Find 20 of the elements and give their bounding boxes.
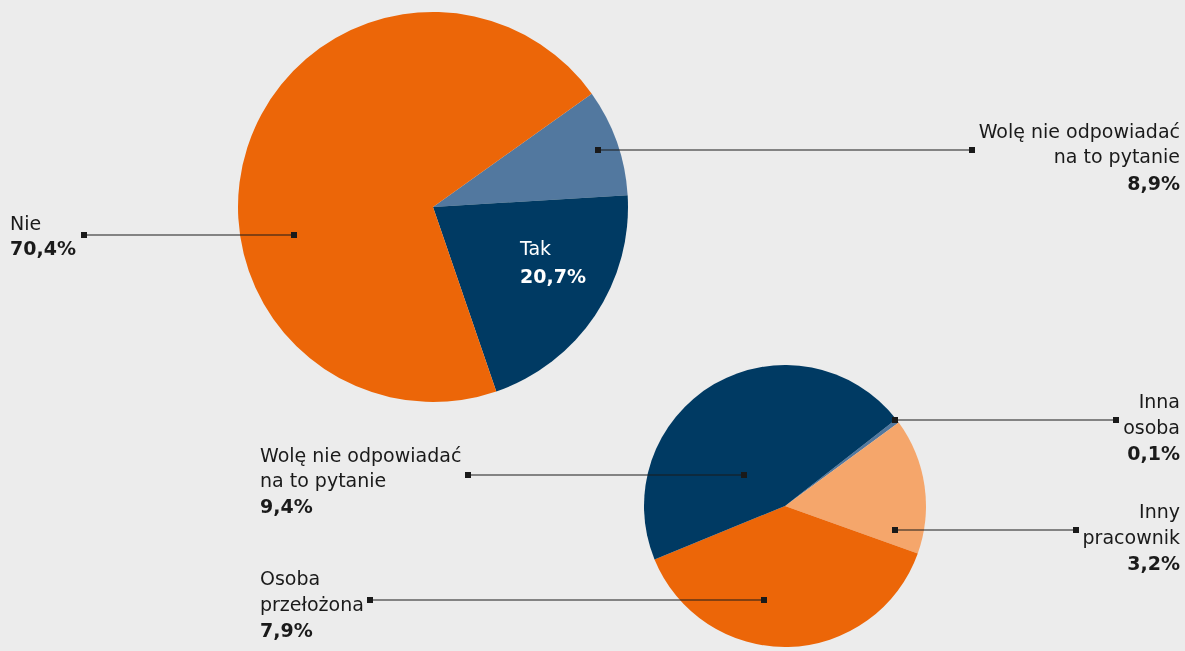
data-label: 8,9% xyxy=(1127,172,1180,194)
pie-slice xyxy=(238,12,592,402)
data-label: 0,1% xyxy=(1127,442,1180,464)
data-label: 9,4% xyxy=(260,495,313,517)
slice-label: Osoba przełożona xyxy=(260,567,364,615)
slice-label: Wolę nie odpowiadać na to pytanie xyxy=(260,444,462,491)
slice-label: Nie xyxy=(10,212,42,234)
data-label: 7,9% xyxy=(260,619,313,641)
data-label: 3,2% xyxy=(1127,552,1180,574)
data-label: 20,7% xyxy=(520,265,586,287)
slice-label: Inny pracownik xyxy=(1082,500,1180,548)
pie-slice xyxy=(654,506,918,647)
pie-slice xyxy=(785,422,926,554)
data-label: 70,4% xyxy=(10,237,76,259)
pie-slice xyxy=(433,195,628,392)
pie-slice xyxy=(433,93,628,207)
slice-label: Inna osoba xyxy=(1123,390,1180,438)
pie-slice xyxy=(644,365,897,560)
slice-label: Tak xyxy=(519,237,552,259)
slice-label: Wolę nie odpowiadać na to pytanie xyxy=(978,120,1180,167)
